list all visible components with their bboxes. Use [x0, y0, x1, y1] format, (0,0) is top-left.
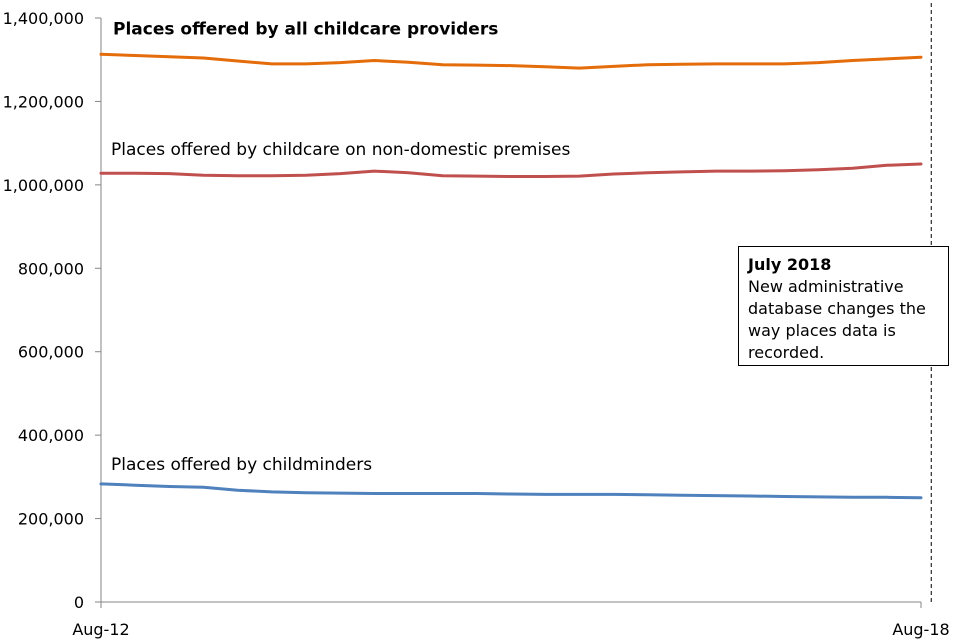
series-label-0: Places offered by all childcare provider…	[113, 19, 498, 39]
y-tick-label: 1,400,000	[3, 9, 84, 28]
series-labels: Places offered by all childcare provider…	[111, 19, 570, 475]
series-line-1	[99, 162, 923, 178]
series-line-2	[99, 482, 923, 500]
y-axis: 0 200,000 400,000 600,000 800,000 1,000,000 1,…	[3, 9, 102, 612]
x-axis: Aug-12 Aug-18	[72, 601, 950, 639]
y-tick-label: 600,000	[18, 343, 84, 362]
x-tick-label-start: Aug-12	[72, 620, 129, 639]
annotation-text: New administrative database changes the …	[748, 277, 926, 362]
series-lines	[99, 52, 923, 500]
y-tick-label: 400,000	[18, 426, 84, 445]
x-tick-label-end: Aug-18	[892, 620, 949, 639]
series-label-1: Places offered by childcare on non-domes…	[111, 140, 570, 160]
y-tick-label: 0	[74, 593, 84, 612]
series-line-0	[99, 52, 923, 70]
y-tick-label: 200,000	[18, 510, 84, 529]
annotation-box: July 2018 New administrative database ch…	[738, 246, 949, 366]
annotation-title: July 2018	[748, 255, 832, 274]
y-tick-label: 800,000	[18, 259, 84, 278]
y-tick-label: 1,000,000	[3, 176, 84, 195]
series-label-2: Places offered by childminders	[111, 455, 372, 475]
y-tick-label: 1,200,000	[3, 92, 84, 111]
